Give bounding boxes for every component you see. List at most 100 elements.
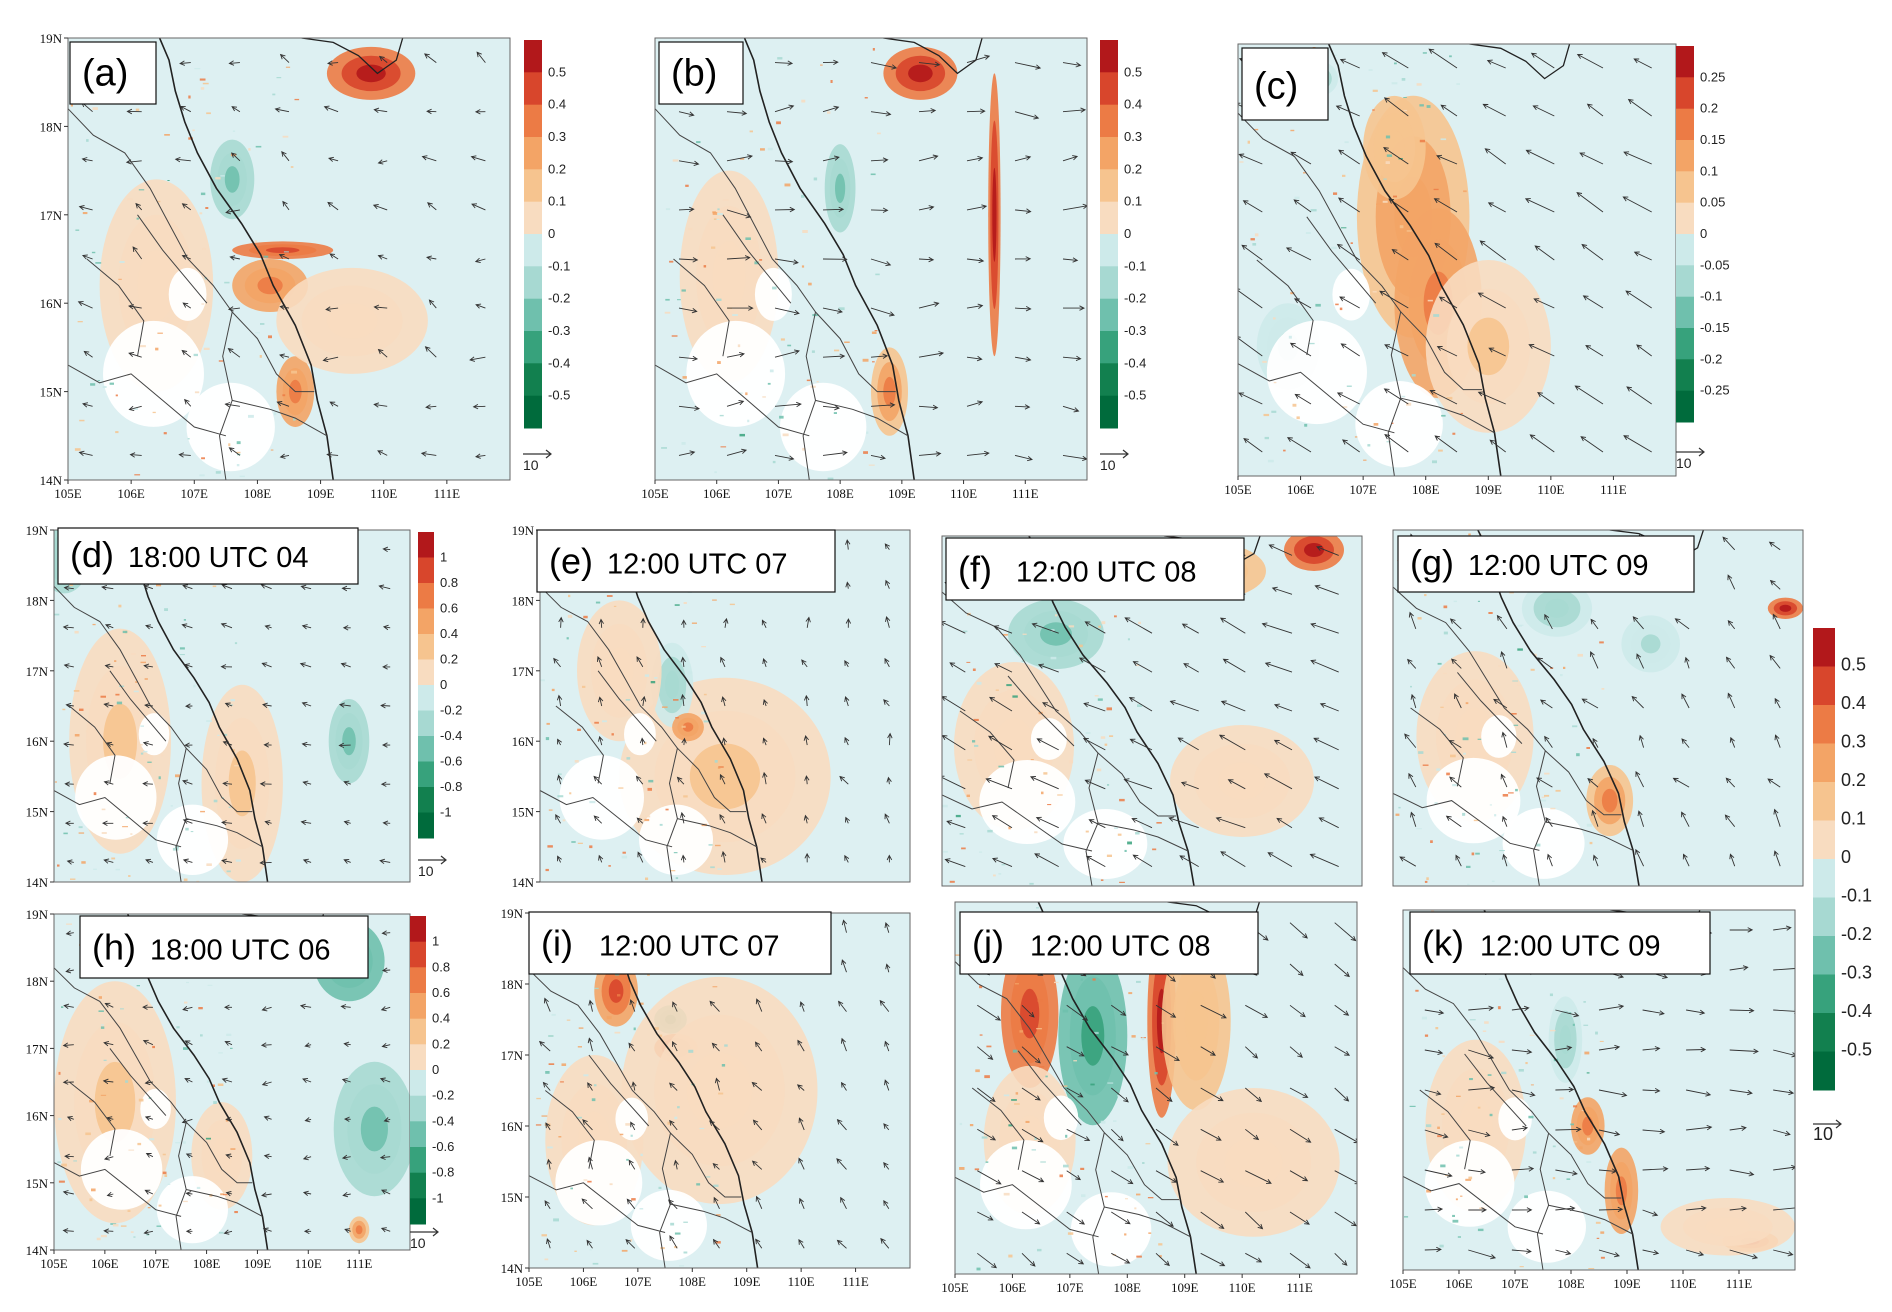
- wind-vector-arrow: [774, 104, 795, 113]
- colorbar-level-label: -0.2: [1700, 351, 1722, 366]
- terrain-speckle: [1395, 813, 1400, 816]
- terrain-speckle: [1385, 161, 1390, 164]
- panel-label: (b): [671, 52, 717, 94]
- wind-vector-arrow: [425, 404, 437, 410]
- colorbar-segment: [418, 634, 434, 660]
- terrain-speckle: [1446, 772, 1450, 776]
- wind-vector-arrow: [1627, 98, 1652, 117]
- colorbar-segment: [1676, 108, 1694, 141]
- field-anomaly-2: [1040, 622, 1072, 646]
- terrain-speckle: [959, 1167, 965, 1170]
- wind-vector-arrow: [669, 1235, 678, 1249]
- colorbar-segment: [1813, 859, 1835, 898]
- terrain-speckle: [1560, 674, 1563, 677]
- wind-vector-arrow: [1334, 922, 1357, 942]
- terrain-speckle: [816, 381, 819, 383]
- wind-vector-arrow: [1555, 1249, 1572, 1256]
- wind-vector-arrow: [1511, 1089, 1536, 1097]
- wind-vector-arrow: [966, 54, 991, 64]
- wind-vector-arrow: [1062, 355, 1082, 362]
- terrain-speckle: [683, 1251, 688, 1254]
- wind-vector-arrow: [1200, 1087, 1224, 1102]
- wind-vector-arrow: [994, 663, 1013, 673]
- terrain-speckle: [777, 57, 783, 60]
- wind-vector-arrow: [803, 735, 809, 746]
- panel-label: (d): [70, 534, 114, 575]
- wind-vector-arrow: [1685, 1249, 1705, 1257]
- province-border: [1544, 750, 1622, 816]
- wind-vector-arrow: [135, 202, 143, 211]
- wind-vector-arrow: [1289, 1211, 1310, 1225]
- terrain-speckle: [1482, 1030, 1487, 1032]
- terrain-speckle: [679, 1265, 685, 1267]
- terrain-speckle: [630, 1134, 633, 1137]
- wind-vector-arrow: [844, 736, 850, 746]
- terrain-speckle: [1346, 385, 1352, 387]
- wind-vector-arrow: [837, 1000, 847, 1012]
- wind-vector-arrow: [220, 622, 233, 629]
- colorbar-segment: [418, 736, 434, 762]
- wind-vector-arrow: [1493, 698, 1508, 709]
- terrain-speckle: [544, 1258, 549, 1261]
- colorbar-level-label: 0: [1124, 226, 1131, 241]
- wind-vector-arrow: [884, 543, 890, 550]
- terrain-speckle: [103, 1059, 107, 1061]
- province-border: [109, 670, 167, 742]
- terrain-speckle: [1096, 768, 1102, 772]
- terrain-speckle: [1154, 1072, 1158, 1075]
- wind-vector-arrow: [1774, 697, 1781, 709]
- wind-vector-arrow: [1218, 734, 1246, 751]
- wind-vector-arrow: [1725, 777, 1736, 788]
- wind-vector-arrow: [879, 999, 890, 1012]
- terrain-speckle: [589, 800, 596, 804]
- terrain-speckle: [1137, 704, 1143, 707]
- field-anomaly-1: [1081, 1006, 1105, 1066]
- terrain-speckle: [606, 1016, 612, 1020]
- wind-vector-arrow: [1263, 773, 1293, 790]
- terrain-speckle: [128, 875, 131, 877]
- wind-vector-arrow: [144, 1115, 154, 1121]
- terrain-speckle: [130, 653, 136, 655]
- terrain-speckle: [1376, 203, 1382, 205]
- lon-tick-label: 107E: [142, 1256, 170, 1271]
- wind-vector-arrow: [142, 781, 153, 787]
- province-border: [1457, 672, 1523, 744]
- terrain-speckle: [125, 1080, 129, 1083]
- wind-vector-arrow: [1238, 288, 1263, 309]
- wind-vector-arrow: [761, 813, 767, 824]
- terrain-speckle: [125, 817, 129, 819]
- wind-vector-arrow: [377, 254, 388, 260]
- terrain-speckle: [1518, 1069, 1524, 1072]
- terrain-speckle: [644, 818, 650, 822]
- wind-vector-arrow: [1338, 149, 1360, 165]
- terrain-speckle: [1047, 804, 1052, 806]
- terrain-speckle: [583, 1179, 588, 1181]
- wind-vector-arrow: [944, 858, 966, 868]
- wind-vector-arrow: [598, 854, 604, 863]
- wind-vector-arrow: [143, 584, 154, 590]
- colorbar-level-label: 0: [432, 1062, 439, 1077]
- terrain-speckle: [1452, 784, 1458, 787]
- wind-vector-arrow: [339, 702, 351, 708]
- terrain-speckle: [73, 1160, 77, 1162]
- terrain-speckle: [762, 396, 766, 398]
- terrain-speckle: [1586, 1072, 1590, 1074]
- wind-vector-arrow: [261, 1006, 272, 1012]
- terrain-speckle: [1239, 161, 1244, 163]
- colorbar-segment: [524, 104, 542, 138]
- terrain-speckle: [91, 251, 96, 254]
- terrain-speckle: [1422, 764, 1429, 766]
- wind-vector-arrow: [1479, 240, 1506, 261]
- terrain-speckle: [674, 1246, 678, 1249]
- wind-vector-arrow: [1227, 779, 1246, 790]
- colorbar-segment: [524, 234, 542, 267]
- colorbar-segment: [410, 1044, 426, 1071]
- wind-vector-arrow: [1245, 1128, 1260, 1141]
- province-border: [1238, 112, 1402, 476]
- terrain-void: [1043, 1095, 1079, 1141]
- wind-vector-arrow: [1021, 1087, 1041, 1101]
- colorbar-segment: [524, 137, 542, 170]
- terrain-speckle: [1041, 791, 1044, 795]
- terrain-speckle: [1418, 751, 1424, 754]
- terrain-speckle: [685, 184, 689, 187]
